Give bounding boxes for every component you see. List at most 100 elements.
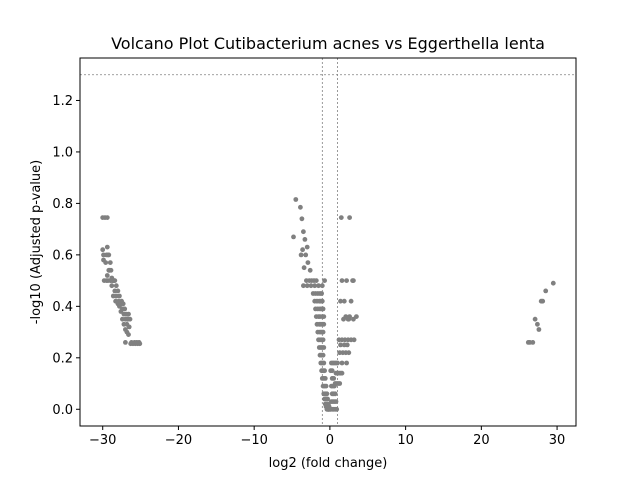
data-point — [320, 329, 326, 335]
data-point — [320, 352, 326, 358]
data-point — [109, 283, 115, 289]
data-point — [333, 399, 339, 404]
data-point — [291, 234, 296, 240]
data-point — [325, 396, 330, 402]
x-axis-ticks: −30 −20 −10 0 10 20 30 — [89, 426, 565, 448]
data-point — [339, 360, 345, 366]
data-point — [346, 350, 352, 356]
data-point — [104, 215, 110, 221]
x-tick-label: −30 — [89, 433, 116, 448]
y-tick-label: 1.0 — [52, 145, 73, 160]
data-point — [335, 360, 340, 366]
data-point — [104, 273, 110, 278]
data-point — [301, 229, 306, 235]
data-point — [299, 216, 305, 222]
y-tick-label: 0.0 — [52, 403, 73, 418]
data-point — [339, 370, 345, 376]
data-point — [101, 257, 106, 263]
data-point — [304, 244, 310, 250]
data-point — [550, 280, 556, 286]
data-point — [101, 278, 107, 283]
y-tick-label: 1.2 — [52, 94, 73, 109]
x-tick-label: 20 — [473, 433, 490, 448]
data-point — [350, 278, 355, 283]
data-point — [123, 340, 128, 345]
data-point — [323, 383, 329, 389]
data-point — [313, 278, 319, 283]
data-point — [338, 298, 343, 304]
x-tick-label: 10 — [397, 433, 414, 448]
data-point — [300, 247, 305, 253]
data-point — [543, 288, 549, 294]
y-axis-label: -log10 (Adjusted p-value) — [29, 160, 44, 324]
plot-frame — [79, 57, 577, 427]
data-point — [341, 298, 347, 304]
data-point — [322, 278, 327, 283]
data-point — [321, 314, 327, 319]
data-point — [338, 342, 343, 348]
chart-title: Volcano Plot Cutibacterium acnes vs Egge… — [111, 34, 545, 53]
y-tick-label: 0.8 — [52, 197, 73, 212]
data-point — [351, 316, 356, 322]
data-point — [104, 244, 110, 250]
data-point — [329, 368, 335, 374]
data-point — [107, 260, 113, 265]
data-point — [302, 237, 308, 242]
data-point — [115, 288, 121, 294]
data-point — [527, 340, 533, 345]
data-point — [120, 301, 126, 307]
data-point — [338, 215, 344, 221]
data-point — [301, 265, 307, 271]
data-point — [345, 316, 351, 322]
x-tick-label: −20 — [165, 433, 192, 448]
data-point — [348, 298, 354, 304]
data-point — [126, 332, 131, 337]
threshold-lines — [80, 58, 576, 426]
data-point — [332, 391, 338, 397]
data-point — [307, 267, 313, 273]
data-point — [331, 376, 337, 381]
data-point — [316, 283, 321, 289]
data-point — [106, 267, 112, 273]
x-axis-label: log2 (fold change) — [269, 456, 388, 471]
data-point — [319, 298, 325, 304]
data-point — [337, 381, 343, 386]
data-point — [324, 391, 330, 397]
data-point — [319, 283, 325, 289]
y-tick-label: 0.6 — [52, 248, 73, 263]
data-point — [540, 298, 546, 304]
data-point — [100, 247, 106, 253]
data-point — [347, 215, 352, 221]
data-point — [126, 311, 131, 317]
data-point — [293, 197, 299, 202]
data-point — [321, 321, 327, 327]
data-point — [122, 306, 128, 312]
data-point — [312, 283, 318, 289]
data-point — [535, 321, 540, 327]
data-point — [320, 337, 326, 343]
data-point — [536, 327, 542, 332]
data-point — [101, 252, 106, 258]
x-tick-label: 30 — [549, 433, 566, 448]
data-point — [322, 368, 327, 374]
data-point — [344, 342, 350, 348]
data-point — [321, 360, 327, 366]
data-point — [334, 406, 340, 412]
data-point — [125, 316, 131, 322]
data-point — [301, 283, 306, 289]
data-point — [308, 283, 314, 289]
data-points — [100, 197, 556, 412]
data-point — [136, 340, 142, 345]
data-point — [319, 291, 324, 296]
y-axis-ticks: 0.0 0.2 0.4 0.6 0.8 1.0 1.2 — [52, 94, 80, 418]
data-point — [532, 316, 538, 322]
x-tick-label: −10 — [240, 433, 267, 448]
data-point — [105, 252, 111, 258]
data-point — [113, 283, 119, 289]
data-point — [298, 252, 304, 258]
data-point — [322, 376, 328, 381]
data-point — [341, 316, 346, 322]
data-point — [351, 337, 357, 343]
data-point — [344, 360, 349, 366]
